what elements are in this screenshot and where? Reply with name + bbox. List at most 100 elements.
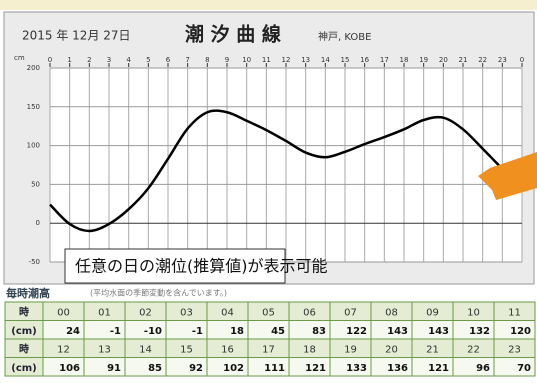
hour-label: 23	[508, 344, 521, 355]
tide-value: 102	[223, 363, 244, 374]
x-tick-label: 18	[400, 56, 409, 64]
table-note: (平均水面の季節変動を含んでいます。)	[90, 288, 227, 298]
hour-label: 03	[180, 307, 193, 318]
x-tick-label: 1	[67, 56, 71, 64]
tide-value: 133	[346, 363, 367, 374]
hour-label: 22	[467, 344, 480, 355]
hour-label: 13	[98, 344, 111, 355]
tide-value: 120	[510, 326, 531, 337]
y-unit: cm	[14, 54, 25, 62]
x-tick-label: 4	[126, 56, 131, 64]
x-tick-label: 0	[48, 56, 52, 64]
hour-label: 02	[139, 307, 152, 318]
y-tick-label: 150	[27, 103, 40, 111]
callout-text: 任意の日の潮位(推算値)が表示可能	[75, 257, 328, 276]
tide-value: 136	[387, 363, 408, 374]
tide-value: 70	[517, 363, 531, 374]
hour-label: 16	[221, 344, 234, 355]
tide-value: 121	[428, 363, 449, 374]
x-tick-label: 23	[498, 56, 507, 64]
hour-label: 09	[426, 307, 439, 318]
hour-label: 14	[139, 344, 152, 355]
hour-label: 15	[180, 344, 193, 355]
place: 神戸, KOBE	[318, 30, 371, 43]
tide-value: 96	[476, 363, 490, 374]
tide-value: 83	[312, 326, 326, 337]
hour-label: 21	[426, 344, 439, 355]
y-tick-label: -50	[29, 258, 40, 266]
tide-value: 45	[271, 326, 285, 337]
tide-value: 111	[264, 363, 285, 374]
x-tick-label: 10	[242, 56, 251, 64]
tide-value: -1	[110, 326, 121, 337]
x-tick-label: 13	[301, 56, 310, 64]
hourly-table: 時 00 01 02 03 04 05 06 07 08 09 10 11 (cm) 24 -1 -10 -1 18…	[4, 301, 536, 377]
tide-value: 91	[107, 363, 121, 374]
x-tick-label: 11	[262, 56, 271, 64]
x-tick-label: 17	[380, 56, 389, 64]
x-tick-label: 20	[439, 56, 448, 64]
x-tick-label: 21	[459, 56, 468, 64]
chart-title: 潮 汐 曲 線	[185, 23, 281, 46]
x-tick-label: 3	[107, 56, 111, 64]
x-tick-label: 19	[419, 56, 428, 64]
hour-label: 00	[57, 307, 70, 318]
x-tick-label: 2	[87, 56, 91, 64]
hour-label: 05	[262, 307, 275, 318]
x-tick-label: 22	[478, 56, 487, 64]
y-tick-label: 50	[31, 180, 40, 188]
tide-value: 85	[148, 363, 162, 374]
x-tick-label: 0	[520, 56, 524, 64]
arrow	[478, 152, 537, 200]
hour-label: 18	[303, 344, 316, 355]
unit-header: (cm)	[11, 326, 37, 337]
tide-value: -10	[144, 326, 162, 337]
hour-label: 11	[508, 307, 521, 318]
tide-value: -1	[192, 326, 203, 337]
grid: 0 1 2 3 4 5 6 7 8 9 10 11 12 13 14 15 16 17 18 19 20 21 22 23 0-…	[27, 56, 525, 266]
hour-label: 04	[221, 307, 234, 318]
hour-label: 01	[98, 307, 111, 318]
hour-header: 時	[19, 342, 29, 355]
hour-label: 08	[385, 307, 398, 318]
tide-value: 106	[59, 363, 80, 374]
table-cell	[493, 357, 536, 377]
tide-value: 132	[469, 326, 490, 337]
tide-value: 143	[428, 326, 449, 337]
tide-value: 92	[189, 363, 203, 374]
hour-label: 06	[303, 307, 316, 318]
x-tick-label: 7	[185, 56, 189, 64]
y-tick-label: 100	[27, 142, 40, 150]
hour-label: 19	[344, 344, 357, 355]
x-tick-label: 16	[360, 56, 369, 64]
tide-value: 18	[230, 326, 244, 337]
plot	[49, 109, 504, 233]
tide-value: 143	[387, 326, 408, 337]
tide-line	[49, 109, 504, 233]
tide-value: 24	[66, 326, 80, 337]
top-strip	[0, 0, 537, 10]
tide-value: 121	[305, 363, 326, 374]
x-tick-label: 6	[166, 56, 171, 64]
hour-label: 12	[57, 344, 70, 355]
hour-label: 07	[344, 307, 357, 318]
x-tick-label: 8	[205, 56, 209, 64]
x-tick-label: 15	[341, 56, 350, 64]
x-tick-label: 9	[225, 56, 229, 64]
callout-box	[64, 248, 286, 284]
x-tick-label: 14	[321, 56, 330, 64]
unit-header: (cm)	[11, 363, 37, 374]
hour-label: 17	[262, 344, 275, 355]
hour-label: 20	[385, 344, 398, 355]
hour-label: 10	[467, 307, 480, 318]
table-title: 毎時潮高	[6, 286, 50, 300]
y-tick-label: 200	[27, 64, 40, 72]
hour-header: 時	[19, 305, 29, 318]
x-tick-label: 5	[146, 56, 150, 64]
tide-value: 122	[346, 326, 367, 337]
y-tick-label: 0	[36, 219, 40, 227]
x-tick-label: 12	[282, 56, 291, 64]
date: 2015 年 12月 27日	[22, 29, 131, 43]
